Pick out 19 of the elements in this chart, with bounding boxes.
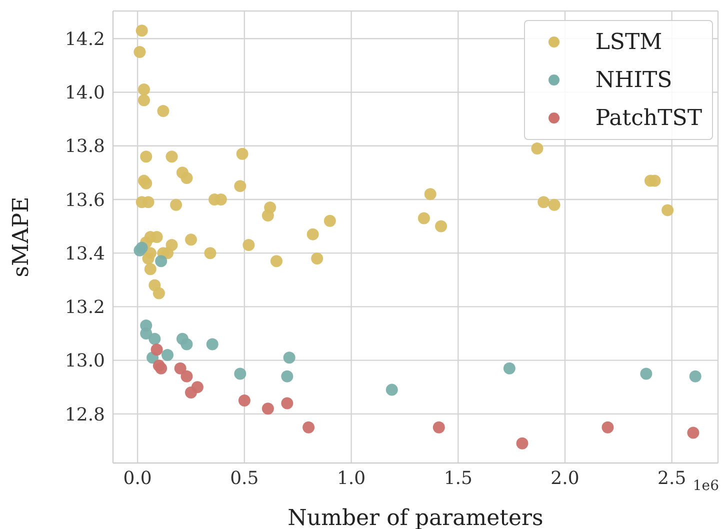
x-tick-label: 2.0 [550,468,580,489]
legend-label: PatchTST [595,106,702,130]
x-tick-label: 1.0 [336,468,366,489]
y-tick-label: 13.8 [64,136,105,158]
y-tick-label: 13.4 [64,243,105,264]
y-tick-label: 14.0 [64,82,105,104]
x-tick-label: 1.5 [444,468,472,489]
y-axis-title: sMAPE [8,196,34,278]
legend-label: NHITS [595,68,672,92]
x-tick-label: 2.5 [658,468,686,489]
y-tick-label: 14.2 [64,29,105,50]
legend-label: LSTM [595,30,662,54]
text: 1e6 [692,478,719,494]
y-tick-label: 12.8 [64,404,105,426]
y-tick-label: 13.6 [64,190,105,211]
x-tick-label: 0.0 [123,468,152,489]
x-tick-label: 0.5 [230,468,259,489]
y-tick-label: 13.0 [64,350,105,372]
y-tick-label: 13.2 [64,297,105,318]
